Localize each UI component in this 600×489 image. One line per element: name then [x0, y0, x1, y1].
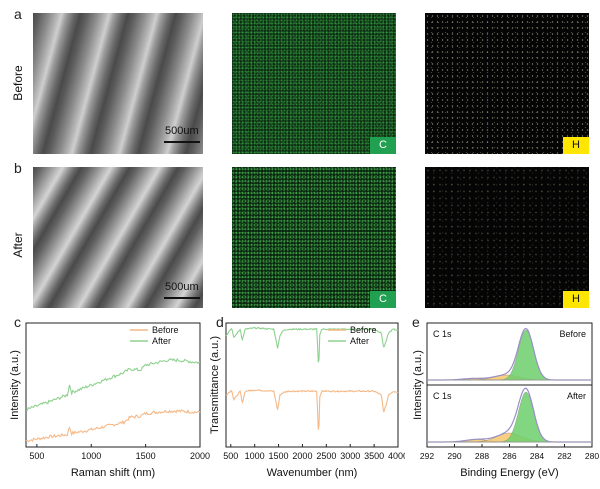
- sem-image-before: 500um: [33, 13, 203, 154]
- x-tick-label: 280: [585, 451, 599, 461]
- x-tick-label: 1500: [269, 451, 289, 461]
- subplot-label: C 1s: [433, 329, 452, 339]
- x-tick-label: 2000: [190, 451, 210, 461]
- scale-bar: [164, 297, 200, 299]
- subplot-label: C 1s: [433, 391, 452, 401]
- xps-chart: 292 290 288 286 284 282 280 Binding Energy (eV)…: [412, 322, 599, 479]
- legend-label: After: [152, 336, 171, 346]
- x-tick-label: 288: [475, 451, 489, 461]
- legend-label: After: [350, 336, 369, 346]
- scale-bar-label: 500um: [165, 281, 199, 293]
- series-line-after: [225, 326, 399, 363]
- x-tick-label: 282: [557, 451, 571, 461]
- hydrogen-badge: H: [563, 137, 589, 154]
- row-label-after: After: [11, 232, 25, 258]
- x-axis-label: Wavenumber (nm): [267, 467, 358, 479]
- x-tick-label: 290: [447, 451, 461, 461]
- x-tick-label: 500: [223, 451, 238, 461]
- carbon-map-before: C: [232, 13, 396, 154]
- legend-label: Before: [152, 325, 179, 335]
- row-label-before: Before: [11, 65, 25, 101]
- legend-label: Before: [350, 325, 377, 335]
- hydrogen-badge: H: [563, 291, 589, 308]
- panel-letter-c: c: [14, 314, 21, 330]
- subplot-title: Before: [559, 329, 586, 339]
- x-tick-label: 286: [502, 451, 516, 461]
- x-tick-label: 2500: [316, 451, 336, 461]
- x-tick-label: 1000: [81, 451, 101, 461]
- panel-letter-a: a: [14, 6, 22, 22]
- series-line-before: [225, 388, 399, 430]
- x-tick-label: 500: [29, 451, 44, 461]
- series-line-after: [25, 357, 201, 412]
- x-axis-label: Binding Energy (eV): [460, 467, 558, 479]
- y-axis-label: Intensity (a.u.): [10, 350, 21, 420]
- plot-frame: [25, 322, 201, 448]
- series-line-before: [25, 408, 201, 443]
- sem-image-after: 500um: [33, 167, 203, 308]
- x-tick-label: 4000: [388, 451, 405, 461]
- x-axis-label: Raman shift (nm): [71, 467, 155, 479]
- x-tick-label: 2000: [292, 451, 312, 461]
- y-axis-label: Intensity (a.u.): [412, 350, 424, 420]
- subplot-title: After: [567, 391, 586, 401]
- panel-letter-b: b: [14, 160, 22, 176]
- x-tick-label: 1000: [245, 451, 265, 461]
- carbon-badge: C: [370, 137, 396, 154]
- x-tick-label: 3000: [340, 451, 360, 461]
- carbon-map-after: C: [232, 167, 396, 308]
- scale-bar: [164, 141, 200, 143]
- scale-bar-label: 500um: [165, 125, 199, 137]
- panel-letter-e: e: [412, 314, 420, 330]
- hydrogen-map-before: H: [425, 13, 589, 154]
- plot-frame: [225, 322, 399, 448]
- carbon-badge: C: [370, 291, 396, 308]
- raman-chart: 500 1000 1500 2000 Raman shift (nm) Intensity…: [10, 322, 210, 479]
- panel-letter-d: d: [216, 314, 224, 330]
- x-tick-label: 284: [530, 451, 544, 461]
- x-tick-label: 3500: [364, 451, 384, 461]
- hydrogen-map-after: H: [425, 167, 589, 308]
- y-axis-label: Transmittance (a.u.): [210, 336, 221, 434]
- x-tick-label: 1500: [136, 451, 156, 461]
- x-tick-label: 292: [420, 451, 434, 461]
